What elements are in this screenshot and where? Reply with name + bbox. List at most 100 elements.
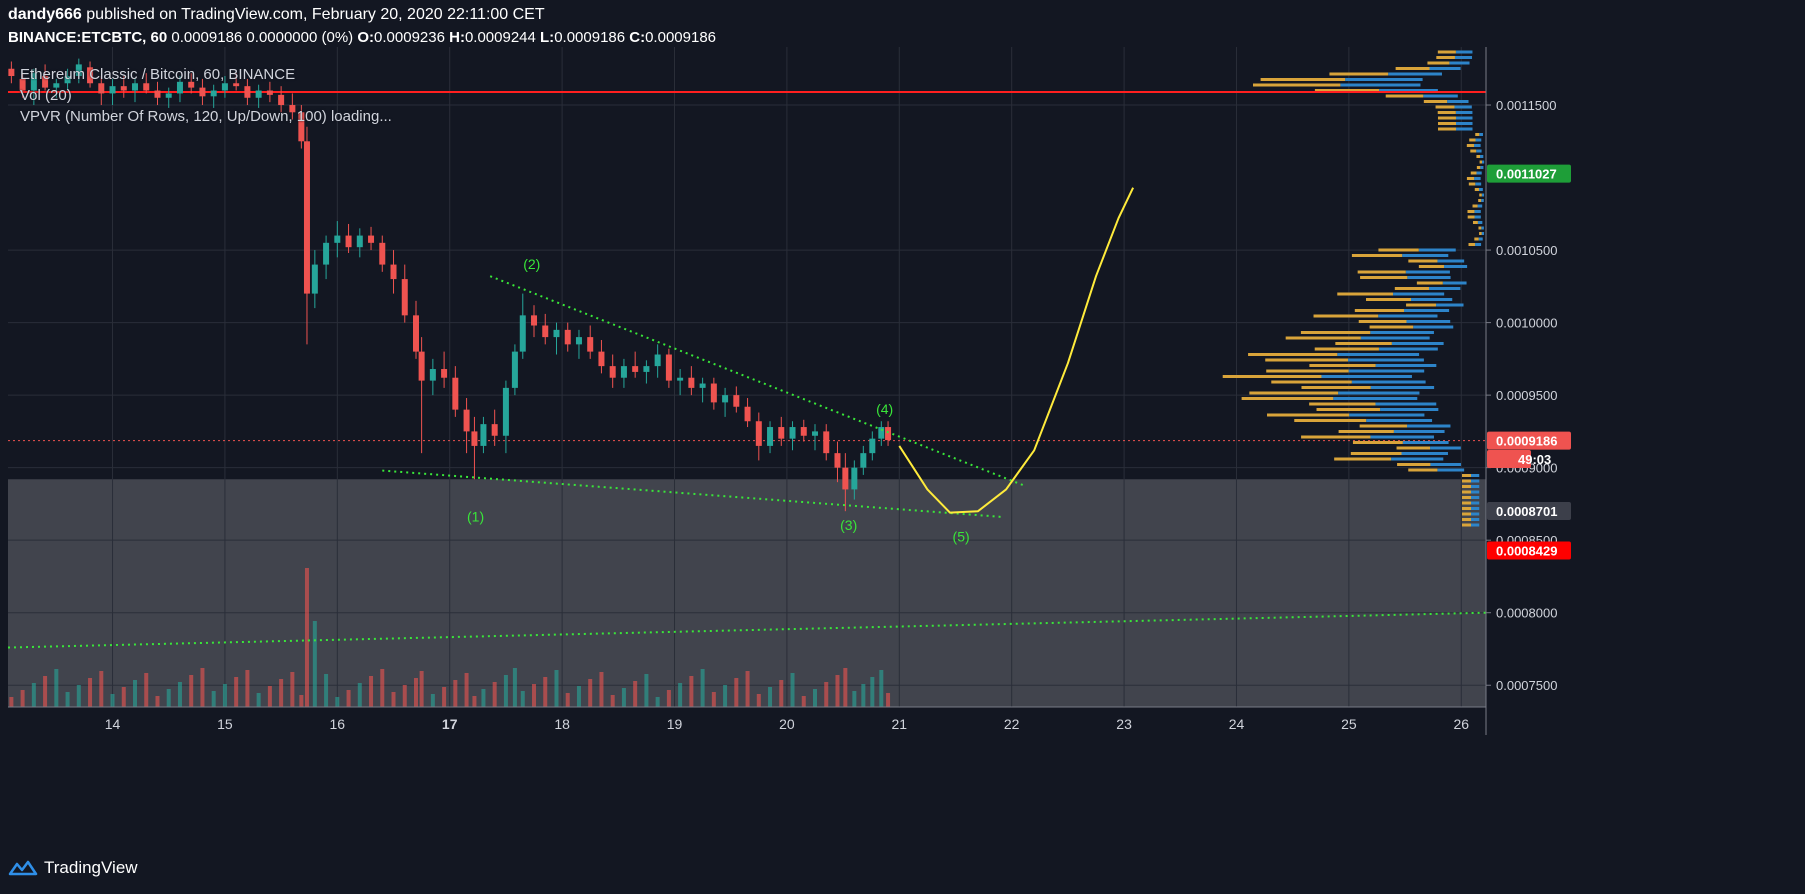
volume-bar — [304, 568, 309, 707]
volume-profile-down — [1252, 83, 1341, 87]
volume-bar — [756, 694, 761, 707]
volume-profile-down — [1478, 199, 1482, 202]
candle-body — [143, 83, 150, 91]
candle-body — [885, 427, 892, 441]
legend-volume[interactable]: Vol (20) — [20, 87, 72, 104]
volume-profile-up — [1456, 127, 1473, 131]
candle-body — [452, 377, 459, 410]
volume-profile-up — [1455, 50, 1473, 54]
volume-profile-down — [1467, 210, 1475, 213]
volume-bar — [734, 678, 739, 707]
volume-profile-down — [1476, 166, 1481, 169]
candle-body — [677, 377, 684, 381]
volume-profile-down — [1352, 441, 1403, 444]
volume-profile-down — [1378, 248, 1419, 252]
volume-profile-up — [1471, 501, 1480, 505]
volume-bar — [472, 696, 477, 707]
volume-profile-down — [1249, 391, 1339, 395]
y-tick-label: 0.0007500 — [1496, 678, 1557, 693]
y-tick-label: 0.0008000 — [1496, 606, 1557, 621]
volume-profile-up — [1474, 177, 1481, 180]
volume-profile-up — [1442, 281, 1467, 285]
volume-profile-down — [1437, 50, 1456, 54]
x-tick-label: 14 — [105, 716, 121, 732]
x-tick-label: 17 — [442, 716, 458, 732]
candle-body — [441, 369, 448, 378]
volume-profile-down — [1222, 375, 1322, 378]
candle-body — [553, 329, 560, 338]
volume-profile-down — [1385, 94, 1424, 98]
volume-bar — [267, 686, 272, 707]
candle-body — [564, 329, 571, 345]
volume-profile-down — [1338, 430, 1394, 433]
candle-body — [811, 431, 818, 436]
volume-bar — [335, 697, 340, 707]
x-tick-label: 23 — [1116, 716, 1132, 732]
volume-profile-down — [1476, 155, 1481, 158]
volume-profile-up — [1404, 309, 1450, 312]
volume-bar — [312, 621, 317, 707]
volume-profile-down — [1479, 232, 1482, 235]
volume-bar — [189, 675, 194, 707]
open-label: O: — [357, 29, 375, 46]
volume-profile-up — [1348, 358, 1424, 362]
volume-profile-up — [1333, 397, 1418, 400]
volume-bar — [768, 687, 773, 707]
volume-profile-up — [1480, 155, 1484, 158]
volume-profile-down — [1285, 336, 1361, 340]
volume-profile-up — [1471, 474, 1480, 477]
volume-profile-up — [1338, 391, 1420, 395]
candle-body — [390, 264, 397, 280]
wave-label: (2) — [523, 256, 540, 272]
volume-bar — [299, 695, 304, 707]
volume-bar — [520, 691, 525, 707]
candle-body — [598, 351, 605, 367]
candle-body — [733, 395, 740, 407]
volume-profile-up — [1471, 512, 1480, 516]
candle-body — [575, 337, 582, 345]
candle-body — [154, 90, 161, 98]
volume-profile-down — [1479, 193, 1482, 197]
volume-profile-down — [1335, 342, 1392, 345]
volume-bar — [65, 692, 70, 707]
legend-main[interactable]: Ethereum Classic / Bitcoin, 60, BINANCE — [20, 66, 296, 83]
quote: 0.0009186 0.0000000 (0%) — [171, 29, 354, 46]
volume-profile-down — [1437, 116, 1456, 120]
volume-profile-up — [1478, 237, 1483, 241]
volume-bar — [357, 683, 362, 707]
footer-brand[interactable]: TradingView — [44, 858, 138, 877]
volume-bar — [290, 672, 295, 707]
volume-bar — [565, 693, 570, 707]
volume-profile-down — [1396, 446, 1431, 450]
author-name[interactable]: dandy666 — [8, 6, 82, 23]
volume-bar — [588, 679, 593, 707]
volume-bar — [861, 684, 866, 707]
candle-body — [502, 387, 509, 436]
legend-vpvr[interactable]: VPVR (Number Of Rows, 120, Up/Down, 100)… — [20, 108, 392, 125]
volume-bar — [346, 690, 351, 707]
candle-body — [800, 427, 807, 436]
volume-bar — [610, 695, 615, 707]
volume-profile-down — [1358, 320, 1407, 323]
tradingview-logo-icon[interactable] — [8, 858, 38, 878]
volume-bar — [234, 677, 239, 707]
candle-body — [132, 83, 139, 91]
volume-profile-up — [1474, 144, 1481, 147]
volume-bar — [144, 673, 149, 707]
volume-bar — [492, 682, 497, 707]
volume-bar — [245, 670, 250, 707]
x-tick-label: 19 — [667, 716, 683, 732]
volume-profile-up — [1479, 133, 1483, 136]
volume-profile-up — [1370, 331, 1434, 334]
volume-profile-up — [1471, 485, 1480, 488]
volume-profile-up — [1437, 259, 1465, 263]
volume-profile-down — [1354, 309, 1405, 312]
candle-body — [109, 86, 116, 94]
volume-profile-down — [1265, 358, 1349, 362]
volume-profile-down — [1408, 468, 1438, 472]
candle-body — [176, 81, 183, 94]
high-value: 0.0009244 — [464, 29, 536, 46]
volume-profile-up — [1454, 105, 1472, 109]
volume-profile-down — [1397, 463, 1431, 466]
